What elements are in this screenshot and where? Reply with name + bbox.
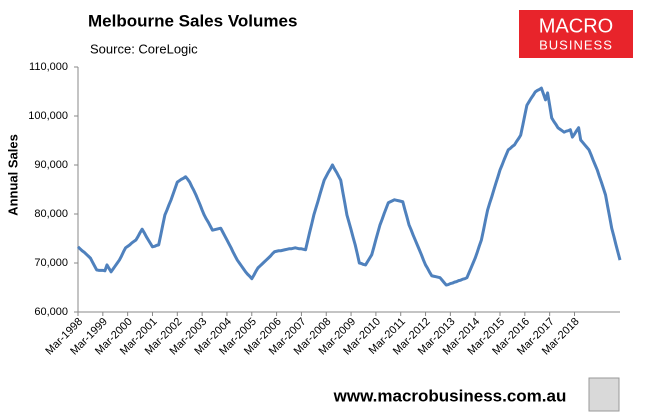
y-tick-label: 80,000 (34, 208, 68, 220)
y-tick-label: 60,000 (34, 306, 68, 318)
chart-subtitle: Source: CoreLogic (90, 41, 198, 56)
y-tick-label: 70,000 (34, 257, 68, 269)
chart-title: Melbourne Sales Volumes (88, 11, 297, 30)
logo-text: MACRO (539, 15, 613, 37)
footer-icon (588, 377, 620, 412)
data-line (76, 86, 622, 287)
y-axis-label: Annual Sales (5, 134, 20, 216)
y-tick-label: 100,000 (28, 110, 68, 122)
footer-url: www.macrobusiness.com.au (333, 386, 567, 405)
y-tick-label: 90,000 (34, 159, 68, 171)
y-tick-label: 110,000 (29, 61, 68, 73)
logo-text: BUSINESS (539, 37, 613, 52)
logo-box (519, 10, 633, 58)
